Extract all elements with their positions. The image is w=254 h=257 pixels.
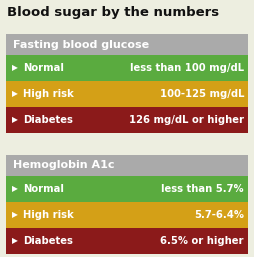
Text: 6.5% or higher: 6.5% or higher: [161, 236, 244, 246]
Text: Normal: Normal: [23, 63, 64, 73]
Text: ▶: ▶: [12, 236, 18, 245]
Bar: [6, 107, 248, 133]
Text: ▶: ▶: [12, 115, 18, 124]
Text: less than 5.7%: less than 5.7%: [161, 184, 244, 194]
Bar: [6, 55, 248, 81]
Bar: [6, 81, 248, 107]
Bar: [6, 155, 248, 176]
Text: less than 100 mg/dL: less than 100 mg/dL: [130, 63, 244, 73]
Bar: [6, 34, 248, 55]
Text: ▶: ▶: [12, 210, 18, 219]
Bar: [6, 202, 248, 228]
Text: 5.7-6.4%: 5.7-6.4%: [194, 210, 244, 220]
Text: Diabetes: Diabetes: [23, 236, 73, 246]
Text: Hemoglobin A1c: Hemoglobin A1c: [13, 161, 115, 170]
Text: Diabetes: Diabetes: [23, 115, 73, 125]
Bar: [6, 176, 248, 202]
Text: Normal: Normal: [23, 184, 64, 194]
Bar: [6, 228, 248, 254]
Text: 126 mg/dL or higher: 126 mg/dL or higher: [129, 115, 244, 125]
Text: ▶: ▶: [12, 185, 18, 194]
Text: Blood sugar by the numbers: Blood sugar by the numbers: [7, 6, 219, 19]
Text: ▶: ▶: [12, 63, 18, 72]
Text: High risk: High risk: [23, 89, 74, 99]
Text: 100-125 mg/dL: 100-125 mg/dL: [160, 89, 244, 99]
Text: High risk: High risk: [23, 210, 74, 220]
Text: Fasting blood glucose: Fasting blood glucose: [13, 40, 149, 50]
Text: ▶: ▶: [12, 89, 18, 98]
